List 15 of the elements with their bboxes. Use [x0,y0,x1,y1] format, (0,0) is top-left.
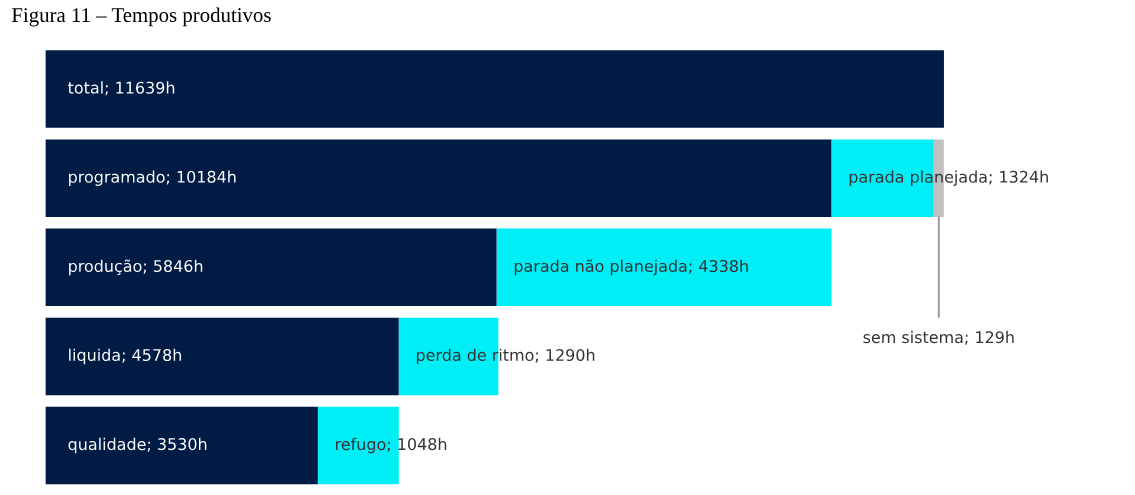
data-label: liquida; 4578h [69,348,181,365]
data-label: total; 11639h [68,81,175,96]
bar [45,139,832,217]
data-label: qualidade; 3530h [68,437,207,454]
data-label: programado; 10184h [69,170,236,186]
bar [45,317,399,396]
data-label: parada não planejada; 4338h [514,259,748,276]
bar [45,50,944,128]
bar [317,406,399,485]
data-label: sem sistema; 129h [863,330,1014,345]
data-label: produção; 5846h [69,259,203,276]
bar [45,406,318,485]
chart-title: Figura 11 – Tempos produtivos [11,7,271,27]
bar [496,228,832,307]
bar [45,228,497,307]
